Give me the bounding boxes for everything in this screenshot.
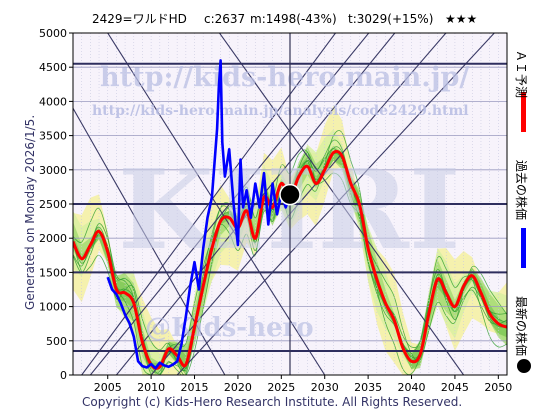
legend-ai-swatch <box>521 92 526 132</box>
chart-title: 2429=ワルドHD c:2637 m:1498(-43%) t:3029(+1… <box>92 12 477 26</box>
code-name: 2429=ワルドHD <box>92 12 187 26</box>
x-tick-label-2045: 2045 <box>441 381 469 394</box>
trend-line-1 <box>107 33 326 375</box>
x-tick-label-2030: 2030 <box>311 381 339 394</box>
x-tick-label-2020: 2020 <box>224 381 252 394</box>
forecast-band-0 <box>73 105 507 375</box>
trend-line-5 <box>150 33 447 375</box>
trend-line-0 <box>73 107 226 375</box>
trend-line-2 <box>218 33 465 375</box>
watermark-khri: KHRI <box>118 145 460 274</box>
trend-line-4 <box>115 33 396 375</box>
target-price: t:3029(+15%) <box>348 12 433 26</box>
copyright-text: Copyright (c) Kids-Hero Research Institu… <box>82 395 462 409</box>
rating-stars: ★★★ <box>445 12 477 26</box>
trend-line-6 <box>176 33 496 375</box>
y-tick-label-4000: 4000 <box>39 95 67 108</box>
x-axis-ticks: 2005 2010 2015 2020 2025 2030 2035 2040 2045 2050 <box>94 375 512 394</box>
x-tick-label-2025: 2025 <box>267 381 295 394</box>
x-tick-label-2015: 2015 <box>181 381 209 394</box>
current-price: c:2637 <box>204 12 245 26</box>
y-tick-label-3000: 3000 <box>39 164 67 177</box>
y-tick-label-500: 500 <box>46 335 67 348</box>
x-tick-label-2040: 2040 <box>398 381 426 394</box>
legend-ai-label: ＡＩ予測 <box>514 50 528 98</box>
minimum-price: m:1498(-43%) <box>250 12 337 26</box>
trend-line-7 <box>81 33 337 375</box>
latest-price-dot <box>279 183 301 206</box>
watermark-url-analysis: http://kids-hero.main.jp/analysis/code24… <box>92 103 469 119</box>
y-tick-label-1500: 1500 <box>39 266 67 279</box>
watermark-url-main: http://kids-hero.main.jp/ <box>100 62 469 93</box>
legend: ＡＩ予測 過去の株価 最新の株価 <box>514 50 531 373</box>
past-price-line <box>106 59 292 370</box>
legend-latest-dot <box>517 359 531 373</box>
x-tick-label-2010: 2010 <box>137 381 165 394</box>
watermark-handle: @Kids-hero <box>145 313 314 343</box>
x-tick-label-2035: 2035 <box>354 381 382 394</box>
generated-date-label: Generated on Monday 2026/1/5. <box>23 115 37 310</box>
y-tick-label-2500: 2500 <box>39 198 67 211</box>
y-tick-label-0: 0 <box>60 369 67 382</box>
x-tick-label-2050: 2050 <box>484 381 512 394</box>
legend-latest-label: 最新の株価 <box>514 296 529 356</box>
y-tick-label-1000: 1000 <box>39 301 67 314</box>
y-tick-label-2000: 2000 <box>39 232 67 245</box>
y-axis-ticks: 0 500 1000 1500 2000 2500 3000 3500 4000 4500 5000 <box>39 27 73 382</box>
y-tick-label-4500: 4500 <box>39 61 67 74</box>
trend-line-3 <box>89 33 370 375</box>
legend-past-swatch <box>521 228 526 268</box>
trend-channel-lines <box>73 33 496 375</box>
legend-past-label: 過去の株価 <box>514 160 529 220</box>
y-tick-label-3500: 3500 <box>39 130 67 143</box>
x-tick-label-2005: 2005 <box>94 381 122 394</box>
y-tick-label-5000: 5000 <box>39 27 67 40</box>
